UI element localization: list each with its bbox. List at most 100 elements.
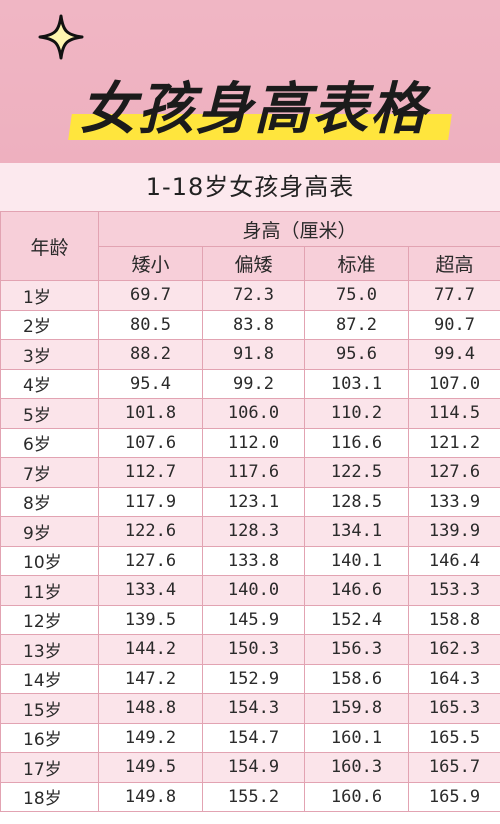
short-value: 122.6 (98, 516, 203, 547)
page-title: 女孩身高表格 (80, 77, 428, 142)
tall-value: 162.3 (407, 634, 500, 665)
tall-value: 90.7 (407, 309, 500, 340)
age-cell: 6岁 (0, 427, 99, 458)
standard-value: 160.1 (304, 722, 409, 753)
tall-value: 165.5 (407, 722, 500, 753)
column-header-below-average: 偏矮 (202, 246, 305, 281)
age-cell: 4岁 (0, 368, 99, 399)
title-banner: 女孩身高表格 (0, 0, 500, 163)
table-row: 6岁 107.6 112.0 116.6 121.2 (0, 427, 500, 458)
age-cell: 1岁 (0, 280, 99, 311)
tall-value: 164.3 (407, 663, 500, 694)
column-header-short: 矮小 (98, 246, 203, 281)
table-row: 1岁 69.7 72.3 75.0 77.7 (0, 280, 500, 311)
age-cell: 7岁 (0, 457, 99, 488)
below-average-value: 117.6 (202, 457, 305, 488)
tall-value: 165.9 (407, 781, 500, 812)
table-row: 13岁 144.2 150.3 156.3 162.3 (0, 634, 500, 665)
below-average-value: 145.9 (202, 604, 305, 635)
table-row: 8岁 117.9 123.1 128.5 133.9 (0, 486, 500, 517)
height-table: 年龄 身高（厘米） 矮小 偏矮 标准 超高 1岁 69.7 72.3 75.0 77.7… (0, 211, 500, 812)
short-value: 133.4 (98, 575, 203, 606)
tall-value: 139.9 (407, 516, 500, 547)
tall-value: 165.3 (407, 693, 500, 724)
tall-value: 127.6 (407, 457, 500, 488)
table-row: 10岁 127.6 133.8 140.1 146.4 (0, 545, 500, 576)
below-average-value: 112.0 (202, 427, 305, 458)
table-row: 11岁 133.4 140.0 146.6 153.3 (0, 575, 500, 606)
standard-value: 103.1 (304, 368, 409, 399)
short-value: 117.9 (98, 486, 203, 517)
table-body: 1岁 69.7 72.3 75.0 77.7 2岁 80.5 83.8 87.2 90.7 3岁 88… (0, 280, 500, 812)
short-value: 149.8 (98, 781, 203, 812)
title-group: 女孩身高表格 (44, 72, 464, 152)
tall-value: 133.9 (407, 486, 500, 517)
age-cell: 15岁 (0, 693, 99, 724)
below-average-value: 106.0 (202, 398, 305, 429)
table-row: 3岁 88.2 91.8 95.6 99.4 (0, 339, 500, 370)
tall-value: 99.4 (407, 339, 500, 370)
age-cell: 9岁 (0, 516, 99, 547)
below-average-value: 72.3 (202, 280, 305, 311)
standard-value: 87.2 (304, 309, 409, 340)
short-value: 149.5 (98, 752, 203, 783)
sparkle-icon (38, 14, 84, 60)
tall-value: 114.5 (407, 398, 500, 429)
height-group-header: 身高（厘米） (97, 211, 500, 247)
tall-value: 153.3 (407, 575, 500, 606)
table-row: 4岁 95.4 99.2 103.1 107.0 (0, 368, 500, 399)
table-row: 15岁 148.8 154.3 159.8 165.3 (0, 693, 500, 724)
column-header-standard: 标准 (304, 246, 409, 281)
short-value: 95.4 (98, 368, 203, 399)
short-value: 101.8 (98, 398, 203, 429)
table-row: 9岁 122.6 128.3 134.1 139.9 (0, 516, 500, 547)
table-row: 5岁 101.8 106.0 110.2 114.5 (0, 398, 500, 429)
standard-value: 128.5 (304, 486, 409, 517)
below-average-value: 83.8 (202, 309, 305, 340)
short-value: 139.5 (98, 604, 203, 635)
table-row: 17岁 149.5 154.9 160.3 165.7 (0, 752, 500, 783)
short-value: 148.8 (98, 693, 203, 724)
tall-value: 165.7 (407, 752, 500, 783)
table-row: 12岁 139.5 145.9 152.4 158.8 (0, 604, 500, 635)
age-cell: 3岁 (0, 339, 99, 370)
below-average-value: 133.8 (202, 545, 305, 576)
tall-value: 121.2 (407, 427, 500, 458)
tall-value: 107.0 (407, 368, 500, 399)
below-average-value: 140.0 (202, 575, 305, 606)
short-value: 127.6 (98, 545, 203, 576)
standard-value: 160.3 (304, 752, 409, 783)
below-average-value: 91.8 (202, 339, 305, 370)
age-header: 年龄 (0, 211, 99, 281)
standard-value: 160.6 (304, 781, 409, 812)
standard-value: 152.4 (304, 604, 409, 635)
age-cell: 18岁 (0, 781, 99, 812)
below-average-value: 128.3 (202, 516, 305, 547)
standard-value: 110.2 (304, 398, 409, 429)
table-caption: 1-18岁女孩身高表 (0, 163, 500, 211)
tall-value: 146.4 (407, 545, 500, 576)
table-row: 18岁 149.8 155.2 160.6 165.9 (0, 781, 500, 812)
below-average-value: 154.3 (202, 693, 305, 724)
height-chart-sheet: 1-18岁女孩身高表 年龄 身高（厘米） 矮小 偏矮 标准 超高 1岁 69.7 7… (0, 163, 500, 824)
age-cell: 17岁 (0, 752, 99, 783)
table-row: 14岁 147.2 152.9 158.6 164.3 (0, 663, 500, 694)
standard-value: 159.8 (304, 693, 409, 724)
standard-value: 95.6 (304, 339, 409, 370)
age-cell: 13岁 (0, 634, 99, 665)
below-average-value: 154.7 (202, 722, 305, 753)
age-cell: 11岁 (0, 575, 99, 606)
column-header-tall: 超高 (407, 246, 500, 281)
below-average-value: 123.1 (202, 486, 305, 517)
table-row: 7岁 112.7 117.6 122.5 127.6 (0, 457, 500, 488)
age-cell: 5岁 (0, 398, 99, 429)
standard-value: 116.6 (304, 427, 409, 458)
short-value: 80.5 (98, 309, 203, 340)
short-value: 149.2 (98, 722, 203, 753)
short-value: 147.2 (98, 663, 203, 694)
short-value: 112.7 (98, 457, 203, 488)
below-average-value: 150.3 (202, 634, 305, 665)
age-cell: 12岁 (0, 604, 99, 635)
below-average-value: 154.9 (202, 752, 305, 783)
standard-value: 75.0 (304, 280, 409, 311)
